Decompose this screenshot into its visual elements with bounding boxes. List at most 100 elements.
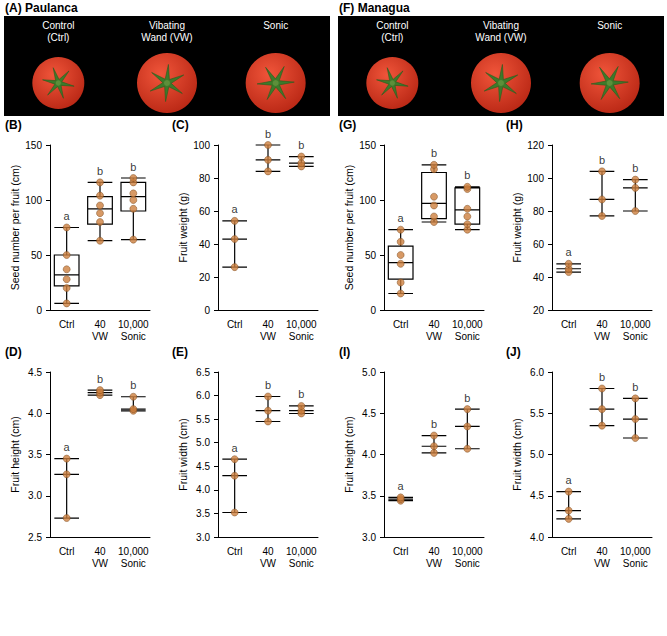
svg-text:150: 150 bbox=[25, 140, 42, 151]
svg-text:b: b bbox=[632, 381, 638, 393]
svg-text:10,000: 10,000 bbox=[286, 319, 317, 330]
svg-text:(G): (G) bbox=[339, 118, 356, 132]
svg-text:40: 40 bbox=[596, 319, 608, 330]
svg-text:b: b bbox=[97, 373, 103, 385]
svg-text:b: b bbox=[265, 128, 271, 140]
svg-text:Ctrl: Ctrl bbox=[393, 319, 409, 330]
svg-text:b: b bbox=[431, 418, 437, 430]
svg-text:a: a bbox=[398, 212, 405, 224]
svg-text:b: b bbox=[298, 139, 304, 151]
svg-text:Fruit weight (g): Fruit weight (g) bbox=[511, 192, 523, 262]
svg-text:10,000: 10,000 bbox=[118, 546, 149, 557]
svg-text:4.0: 4.0 bbox=[28, 408, 42, 419]
svg-text:80: 80 bbox=[199, 173, 211, 184]
svg-text:3.0: 3.0 bbox=[196, 532, 210, 543]
svg-text:40: 40 bbox=[199, 239, 211, 250]
svg-text:a: a bbox=[64, 210, 71, 222]
svg-text:5.5: 5.5 bbox=[196, 414, 210, 425]
svg-text:50: 50 bbox=[31, 250, 43, 261]
svg-text:3.0: 3.0 bbox=[28, 490, 42, 501]
svg-text:40: 40 bbox=[262, 319, 274, 330]
svg-text:4.0: 4.0 bbox=[196, 484, 210, 495]
svg-text:Fruit weight (g): Fruit weight (g) bbox=[177, 192, 189, 262]
svg-text:Ctrl: Ctrl bbox=[227, 319, 243, 330]
svg-text:a: a bbox=[64, 441, 71, 453]
svg-text:3.5: 3.5 bbox=[362, 490, 376, 501]
svg-text:50: 50 bbox=[365, 250, 377, 261]
svg-text:Control: Control bbox=[42, 20, 74, 31]
svg-text:Control: Control bbox=[376, 20, 408, 31]
svg-text:Seed number per fruit (cm): Seed number per fruit (cm) bbox=[343, 165, 355, 290]
svg-text:Vibating: Vibating bbox=[483, 20, 519, 31]
svg-text:(Ctrl): (Ctrl) bbox=[47, 32, 69, 43]
svg-text:5.0: 5.0 bbox=[196, 437, 210, 448]
svg-text:(H): (H) bbox=[506, 118, 523, 132]
svg-text:VW: VW bbox=[426, 331, 443, 342]
svg-text:3.0: 3.0 bbox=[362, 532, 376, 543]
svg-text:(B): (B) bbox=[5, 118, 22, 132]
svg-text:a: a bbox=[232, 442, 239, 454]
svg-text:20: 20 bbox=[199, 272, 211, 283]
svg-text:Sonic: Sonic bbox=[455, 558, 480, 569]
svg-text:VW: VW bbox=[260, 331, 277, 342]
svg-text:a: a bbox=[566, 474, 573, 486]
svg-text:120: 120 bbox=[527, 140, 544, 151]
svg-text:(F) Managua: (F) Managua bbox=[339, 1, 410, 15]
svg-text:Wand (VW): Wand (VW) bbox=[475, 32, 526, 43]
svg-text:VW: VW bbox=[594, 558, 611, 569]
svg-text:Sonic: Sonic bbox=[289, 558, 314, 569]
svg-text:Wand (VW): Wand (VW) bbox=[141, 32, 192, 43]
svg-text:a: a bbox=[398, 480, 405, 492]
svg-text:10,000: 10,000 bbox=[452, 546, 483, 557]
svg-text:Fruit height (cm): Fruit height (cm) bbox=[9, 416, 21, 492]
svg-text:b: b bbox=[130, 161, 136, 173]
svg-text:Seed number per fruit (cm): Seed number per fruit (cm) bbox=[9, 165, 21, 290]
svg-text:VW: VW bbox=[594, 331, 611, 342]
svg-text:Sonic: Sonic bbox=[121, 331, 146, 342]
svg-text:40: 40 bbox=[262, 546, 274, 557]
svg-text:VW: VW bbox=[260, 558, 277, 569]
svg-text:b: b bbox=[431, 147, 437, 159]
svg-text:Vibating: Vibating bbox=[149, 20, 185, 31]
svg-text:Ctrl: Ctrl bbox=[227, 546, 243, 557]
svg-text:b: b bbox=[632, 162, 638, 174]
svg-text:5.5: 5.5 bbox=[530, 408, 544, 419]
svg-text:Sonic: Sonic bbox=[597, 20, 622, 31]
svg-text:20: 20 bbox=[533, 305, 545, 316]
svg-text:10,000: 10,000 bbox=[620, 546, 651, 557]
svg-text:4.0: 4.0 bbox=[362, 449, 376, 460]
svg-text:10,000: 10,000 bbox=[286, 546, 317, 557]
svg-text:40: 40 bbox=[533, 272, 545, 283]
svg-text:0: 0 bbox=[204, 305, 210, 316]
svg-text:10,000: 10,000 bbox=[620, 319, 651, 330]
svg-text:10,000: 10,000 bbox=[118, 319, 149, 330]
svg-text:VW: VW bbox=[92, 558, 109, 569]
svg-text:b: b bbox=[599, 371, 605, 383]
svg-text:(E): (E) bbox=[172, 345, 188, 359]
svg-text:60: 60 bbox=[533, 239, 545, 250]
svg-text:40: 40 bbox=[428, 546, 440, 557]
svg-text:3.5: 3.5 bbox=[28, 449, 42, 460]
svg-text:Ctrl: Ctrl bbox=[561, 319, 577, 330]
svg-text:10,000: 10,000 bbox=[452, 319, 483, 330]
svg-text:3.5: 3.5 bbox=[196, 508, 210, 519]
svg-text:(D): (D) bbox=[5, 345, 22, 359]
svg-text:Ctrl: Ctrl bbox=[59, 319, 75, 330]
svg-text:b: b bbox=[599, 154, 605, 166]
svg-text:Sonic: Sonic bbox=[121, 558, 146, 569]
svg-text:b: b bbox=[265, 379, 271, 391]
svg-text:Ctrl: Ctrl bbox=[393, 546, 409, 557]
svg-text:b: b bbox=[464, 169, 470, 181]
svg-text:5.0: 5.0 bbox=[530, 449, 544, 460]
svg-text:4.0: 4.0 bbox=[530, 532, 544, 543]
svg-text:a: a bbox=[232, 203, 239, 215]
svg-text:100: 100 bbox=[25, 195, 42, 206]
svg-text:Ctrl: Ctrl bbox=[59, 546, 75, 557]
svg-text:0: 0 bbox=[370, 305, 376, 316]
svg-text:b: b bbox=[97, 165, 103, 177]
svg-text:4.5: 4.5 bbox=[196, 461, 210, 472]
svg-text:(C): (C) bbox=[172, 118, 189, 132]
svg-text:2.5: 2.5 bbox=[28, 532, 42, 543]
svg-text:(Ctrl): (Ctrl) bbox=[381, 32, 403, 43]
svg-text:VW: VW bbox=[92, 331, 109, 342]
